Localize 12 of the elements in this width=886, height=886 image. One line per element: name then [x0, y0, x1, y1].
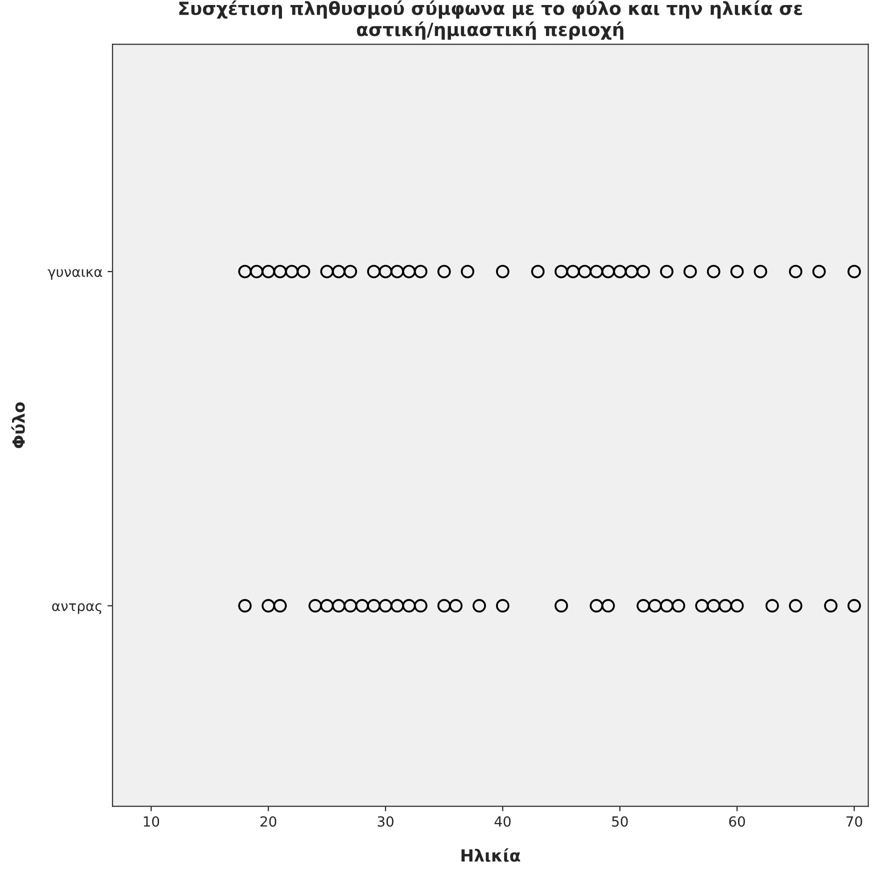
x-tick-label: 70	[846, 816, 862, 827]
x-axis-title: Ηλικία	[462, 848, 520, 862]
y-tick-label: γυναικα	[48, 269, 102, 280]
x-tick-label: 40	[494, 816, 511, 827]
x-tick-label: 50	[612, 816, 628, 827]
x-tick-label: 30	[378, 816, 394, 827]
x-tick-label: 10	[144, 816, 160, 827]
x-tick-label: 60	[729, 816, 745, 827]
y-tick-label: αντρας	[52, 603, 102, 614]
x-tick-label: 20	[260, 816, 276, 827]
y-axis-title: Φύλο	[11, 402, 25, 448]
chart-title: Συσχέτιση πληθυσμού σύμφωνα με το φύλο και την ηλικία σε αστική/ημιαστική περιοχή	[179, 0, 802, 40]
